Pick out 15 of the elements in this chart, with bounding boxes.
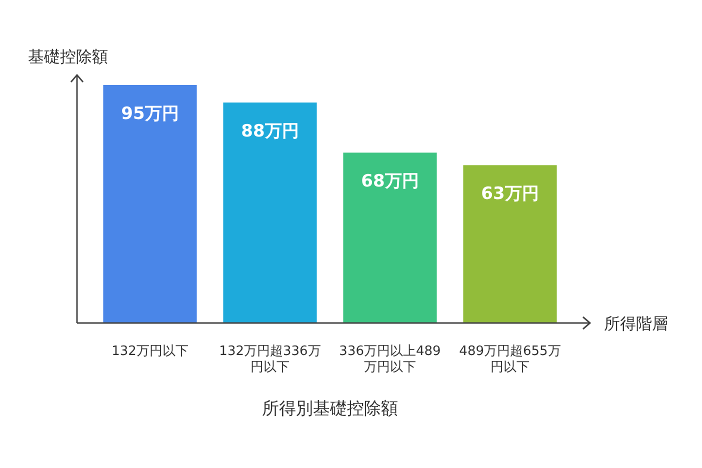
data-label: 68万円 (361, 172, 419, 192)
data-label: 88万円 (241, 122, 299, 142)
x-tick-label: 132万円以下 (112, 344, 188, 359)
x-tick-label: 132万円超336万円以下 (219, 344, 321, 375)
y-axis-title: 基礎控除額 (28, 47, 108, 66)
x-axis-title: 所得階層 (604, 314, 668, 333)
data-label: 63万円 (481, 184, 539, 204)
bar (463, 165, 557, 323)
bar (343, 152, 437, 323)
bar (223, 102, 317, 323)
text: 所得別基礎控除額 (262, 399, 398, 419)
bar (103, 85, 197, 323)
data-label: 95万円 (121, 104, 179, 124)
x-tick-label: 336万円以上489万円以下 (339, 344, 441, 375)
x-tick-label: 489万円超655万円以下 (459, 344, 561, 375)
